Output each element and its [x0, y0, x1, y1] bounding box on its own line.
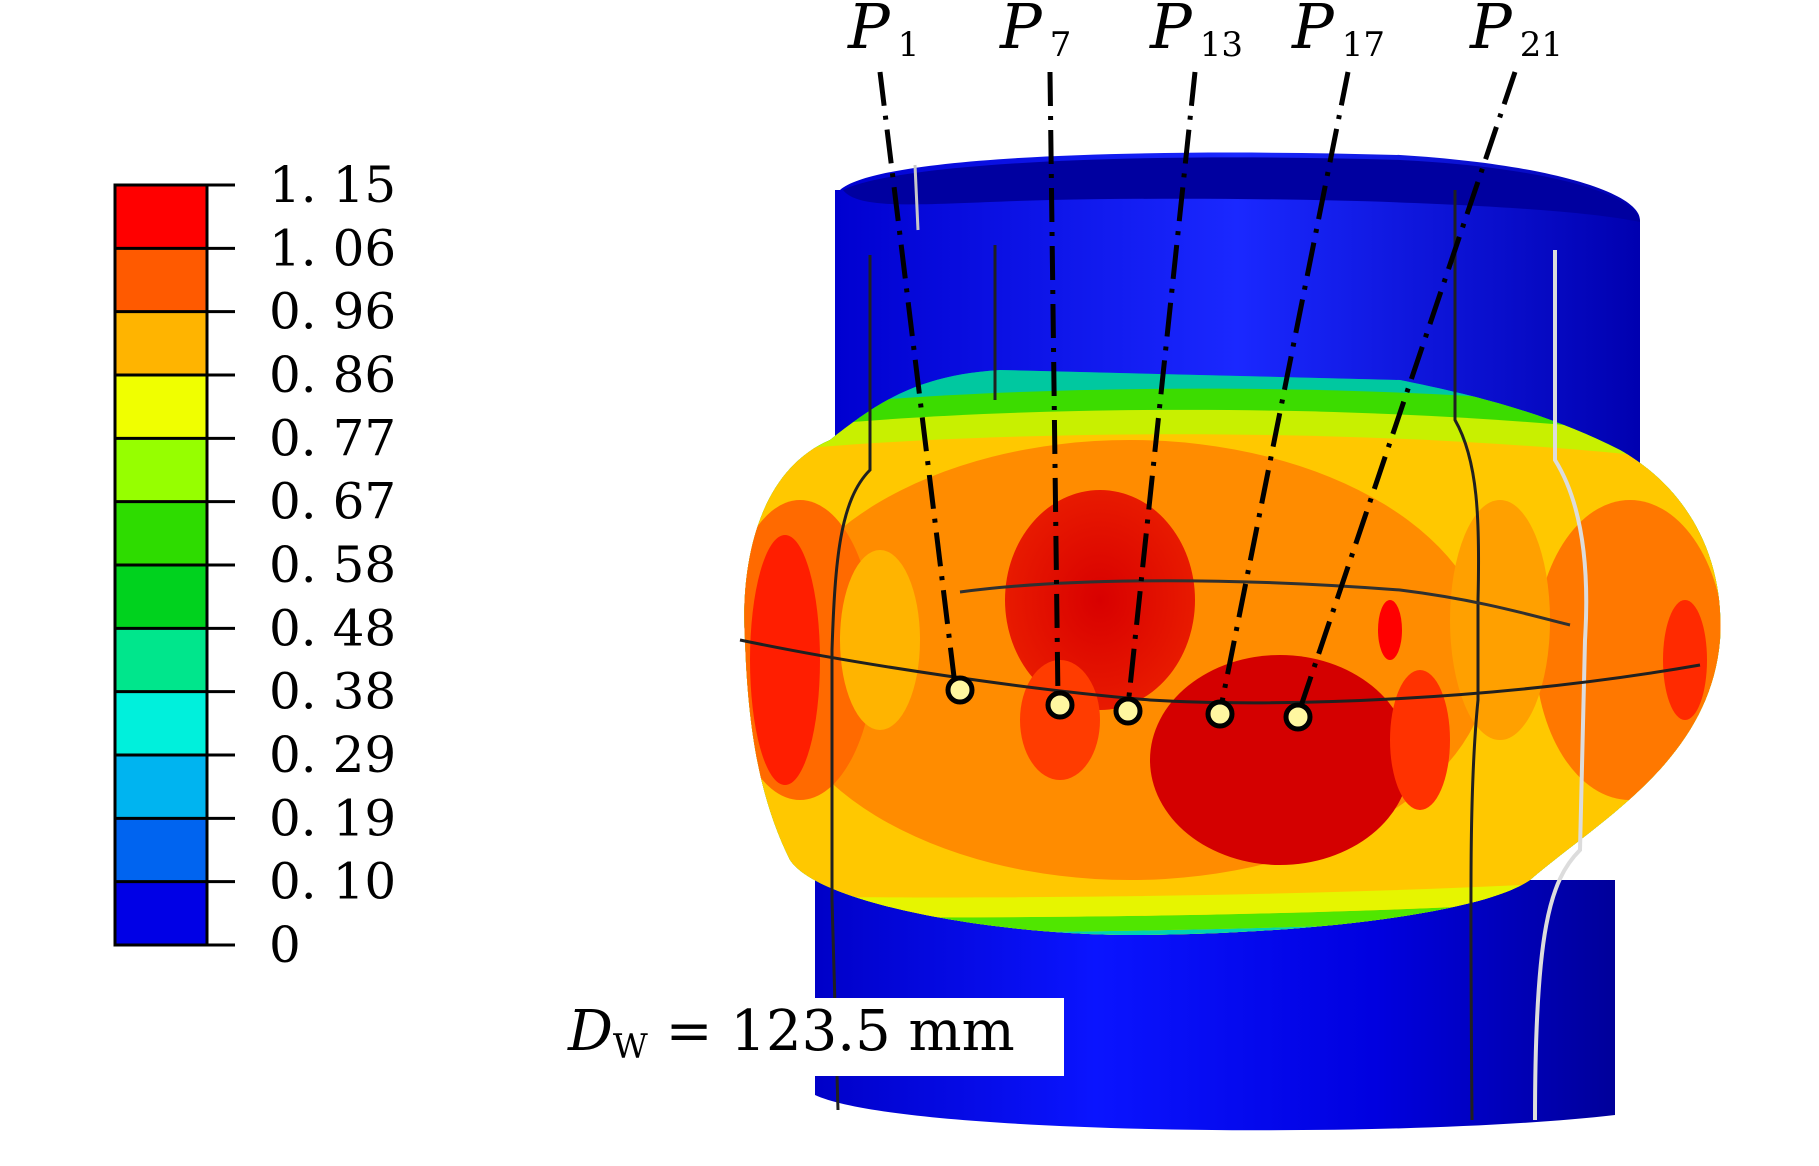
top-rim — [843, 157, 1640, 222]
legend-swatch — [115, 501, 207, 565]
point-label-p17: P 17 — [1291, 0, 1385, 65]
legend-label: 0. 96 — [269, 283, 396, 341]
marker-p1 — [945, 675, 975, 705]
point-label-p13: P 13 — [1149, 0, 1243, 65]
marker-p7 — [1045, 690, 1075, 720]
diameter-label-background — [562, 998, 1064, 1076]
legend-label: 0. 58 — [269, 536, 396, 594]
legend-label: 0. 77 — [269, 409, 396, 467]
leader-line-p7 — [1047, 71, 1061, 701]
legend-swatch — [115, 881, 207, 945]
legend-label: 1. 06 — [269, 219, 396, 277]
leader-line-p1 — [877, 71, 958, 686]
legend-label: 0. 67 — [269, 473, 396, 531]
legend-swatch — [115, 311, 207, 375]
legend-label: 0. 19 — [269, 789, 396, 847]
legend-swatch — [115, 185, 207, 249]
legend-swatch — [115, 248, 207, 312]
legend-label: 0. 10 — [269, 853, 396, 911]
legend-swatch — [115, 628, 207, 692]
legend-label: 0. 48 — [269, 599, 396, 657]
legend-swatch — [115, 438, 207, 502]
leader-line-p13 — [1125, 71, 1198, 707]
color-legend: 1. 151. 06 0. 960. 860. 77 0. 670. 580. 48… — [113, 156, 396, 974]
legend-label: 0. 29 — [269, 726, 396, 784]
legend-label: 1. 15 — [269, 156, 396, 214]
leader-line-p17 — [1217, 71, 1351, 713]
deformed-tube — [739, 71, 1721, 1131]
diameter-text: DW = 123.5 mm — [567, 999, 1015, 1067]
point-label-p21: P 21 — [1469, 0, 1563, 65]
legend-label: 0. 38 — [269, 663, 396, 721]
legend-label: 0 — [269, 916, 301, 974]
legend-swatch — [115, 755, 207, 819]
marker-p13 — [1113, 696, 1143, 726]
legend-label: 0. 86 — [269, 346, 396, 404]
legend-swatch — [115, 375, 207, 439]
leader-lines — [877, 71, 1518, 716]
marker-p21 — [1283, 702, 1313, 732]
legend-swatch — [115, 818, 207, 882]
point-markers — [945, 675, 1313, 732]
legend-swatch — [115, 691, 207, 755]
marker-p17 — [1205, 699, 1235, 729]
diameter-label: DW = 123.5 mm — [562, 998, 1064, 1076]
legend-swatch — [115, 565, 207, 629]
